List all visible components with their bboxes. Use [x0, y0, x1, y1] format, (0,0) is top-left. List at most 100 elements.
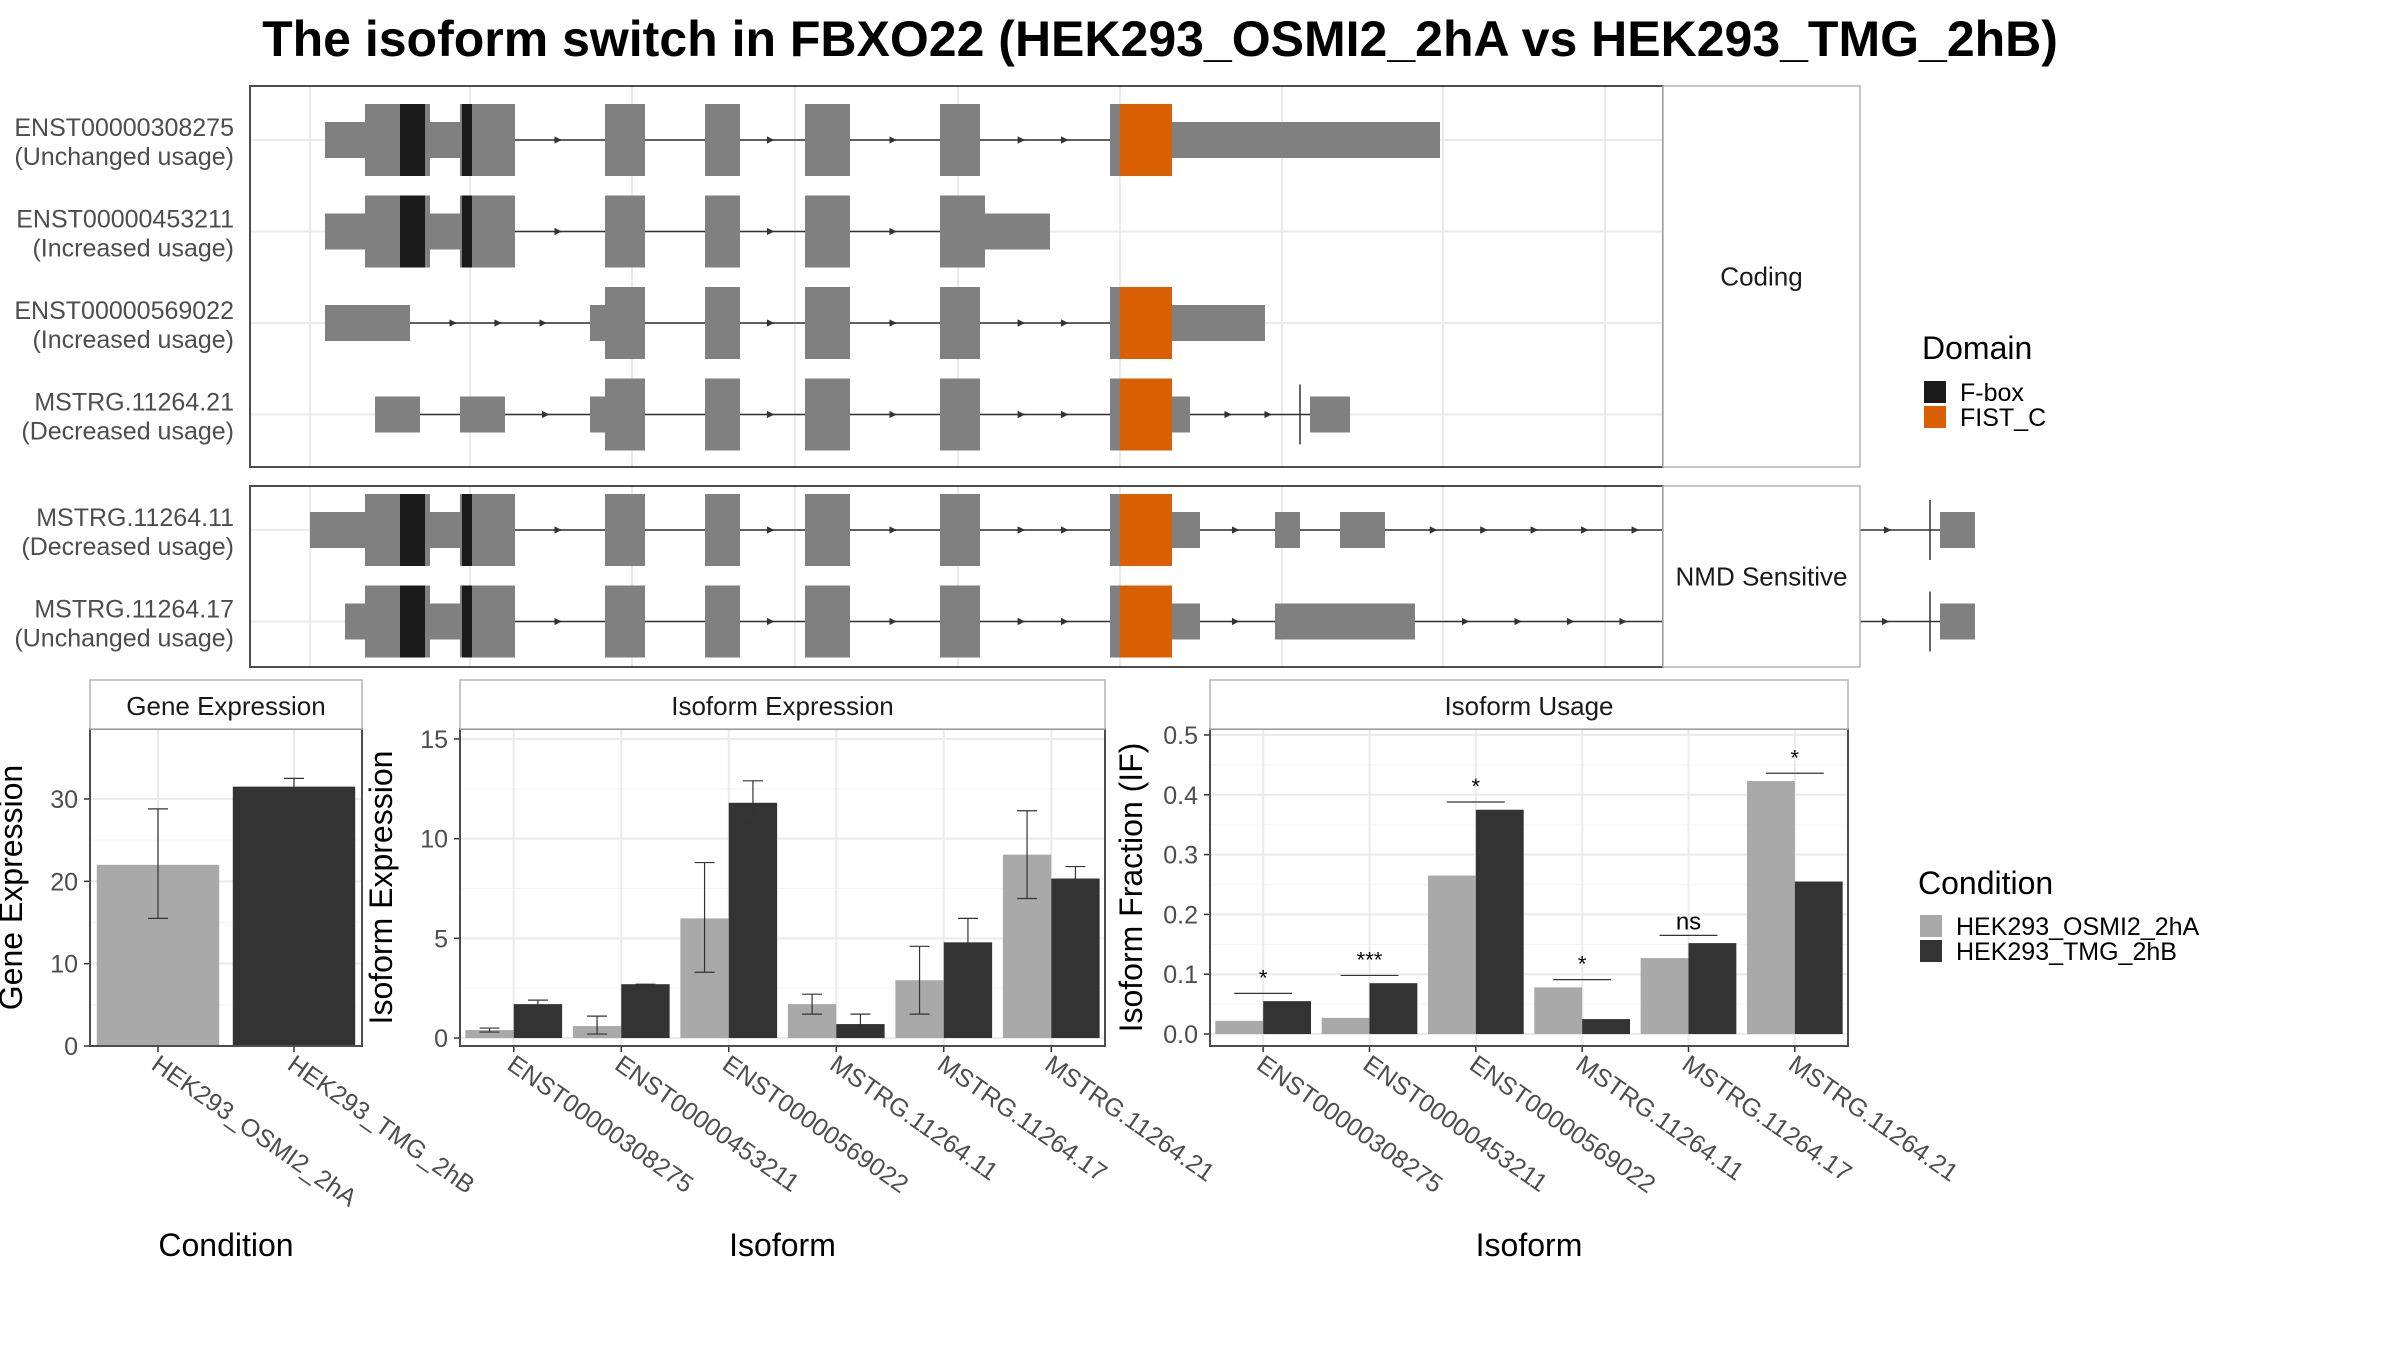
utr-exon	[460, 396, 505, 433]
x-axis-title: Isoform	[1476, 1227, 1583, 1263]
facet-strip	[1662, 85, 1861, 468]
y-axis-title: Gene Expression	[0, 765, 29, 1010]
transcript-row: MSTRG.11264.11(Decreased usage)	[21, 494, 1975, 566]
y-tick-label: 0	[434, 1025, 448, 1053]
x-tick-label: ENST00000308275	[502, 1050, 698, 1199]
bar-panel-2: ******ns*0.00.10.20.30.40.5ENST000003082…	[1113, 679, 1963, 1263]
coding-exon	[705, 287, 740, 359]
y-tick-label: 0.3	[1163, 842, 1198, 870]
utr-exon	[1275, 512, 1300, 548]
utr-exon	[325, 213, 365, 250]
utr-exon	[430, 213, 460, 250]
bar	[1640, 958, 1689, 1035]
transcript-usage-label: (Unchanged usage)	[14, 143, 234, 171]
utr-exon	[345, 603, 365, 640]
bar	[232, 786, 356, 1046]
significance-label: *	[1791, 745, 1800, 770]
utr-exon	[430, 512, 460, 548]
bar	[1051, 878, 1100, 1039]
utr-exon	[375, 396, 420, 433]
transcript-id-label: ENST00000569022	[14, 297, 234, 325]
structure-group-0: ENST00000308275(Unchanged usage) ENST0000…	[14, 85, 1861, 468]
bar	[1427, 875, 1476, 1035]
utr-exon	[1170, 512, 1200, 548]
utr-exon	[985, 213, 1050, 250]
utr-exon	[1170, 122, 1440, 158]
fbox-domain	[462, 585, 472, 658]
bar-panel-1: 0 5 10 15 ENST00000308275ENST00000453211ENST…	[363, 679, 1219, 1263]
transcript-usage-label: (Unchanged usage)	[14, 625, 234, 653]
coding-exon	[705, 195, 740, 268]
coding-exon	[805, 494, 850, 566]
fbox-domain	[400, 195, 425, 268]
structure-group-1: MSTRG.11264.11(Decreased usage)MSTRG.112…	[14, 485, 1975, 668]
utr-exon	[1310, 396, 1350, 433]
bar	[1582, 1019, 1631, 1035]
fist-c-domain	[1120, 287, 1172, 359]
coding-exon	[805, 378, 850, 451]
y-tick-label: 0.4	[1163, 782, 1198, 810]
bar	[1215, 1020, 1264, 1035]
legend-swatch	[1924, 406, 1946, 428]
utr-exon	[430, 122, 460, 158]
bar	[1263, 1001, 1312, 1035]
bar	[1746, 781, 1795, 1035]
coding-exon	[940, 378, 980, 451]
facet-strip	[1662, 485, 1861, 668]
bar	[621, 984, 670, 1039]
x-axis-title: Isoform	[729, 1227, 836, 1263]
transcript-row: ENST00000453211(Increased usage)	[16, 195, 1663, 268]
y-tick-label: 20	[50, 868, 78, 896]
significance-label: ns	[1676, 908, 1701, 935]
plot-background	[460, 729, 1105, 1046]
utr-exon	[1275, 603, 1415, 640]
coding-exon	[805, 287, 850, 359]
facet-strip	[89, 679, 363, 730]
bar	[1794, 881, 1843, 1035]
condition-legend-title: Condition	[1918, 865, 2053, 901]
transcript-usage-label: (Decreased usage)	[21, 418, 234, 446]
transcript-id-label: MSTRG.11264.21	[34, 389, 234, 417]
bar	[465, 1030, 514, 1039]
coding-exon	[605, 287, 645, 359]
isoform-structure-panel: ENST00000308275(Unchanged usage)ENST0000…	[14, 85, 1975, 668]
legend-label: FIST_C	[1960, 404, 2046, 432]
fbox-domain	[400, 104, 425, 176]
plot-background	[1210, 729, 1848, 1046]
significance-label: ***	[1357, 947, 1383, 972]
transcript-id-label: ENST00000308275	[14, 114, 234, 142]
legend-swatch	[1920, 940, 1942, 962]
facet-strip-label: Isoform Usage	[1444, 691, 1613, 721]
facet-strip-label: NMD Sensitive	[1676, 562, 1848, 592]
coding-exon	[940, 585, 980, 658]
utr-exon	[1170, 603, 1200, 640]
bar	[1688, 943, 1737, 1035]
coding-exon	[605, 494, 645, 566]
transcript-usage-label: (Increased usage)	[32, 235, 234, 263]
transcript-usage-label: (Decreased usage)	[21, 533, 234, 561]
fist-c-domain	[1120, 104, 1172, 176]
utr-exon	[1940, 512, 1975, 548]
facet-strip-label: Gene Expression	[126, 691, 325, 721]
x-tick-label: MSTRG.11264.21	[1783, 1050, 1963, 1187]
x-axis-title: Condition	[158, 1227, 293, 1263]
bar	[1534, 987, 1583, 1035]
facet-strip-label: Coding	[1720, 262, 1802, 292]
coding-exon	[705, 585, 740, 658]
y-tick-label: 5	[434, 925, 448, 953]
coding-exon	[605, 195, 645, 268]
bar	[513, 1004, 563, 1039]
coding-exon	[940, 494, 980, 566]
fbox-domain	[462, 104, 472, 176]
y-tick-label: 10	[50, 951, 78, 979]
bar	[1369, 983, 1418, 1035]
legend-label: HEK293_TMG_2hB	[1956, 938, 2177, 966]
utr-exon	[590, 305, 605, 341]
y-tick-label: 0	[64, 1033, 78, 1061]
y-axis-title: Isoform Expression	[363, 751, 399, 1025]
fist-c-domain	[1120, 585, 1172, 658]
bar-panel-0: 0102030HEK293_OSMI2_2hAHEK293_TMG_2hBGen…	[0, 679, 480, 1263]
fbox-domain	[462, 494, 472, 566]
x-tick-label: ENST00000569022	[717, 1050, 913, 1199]
